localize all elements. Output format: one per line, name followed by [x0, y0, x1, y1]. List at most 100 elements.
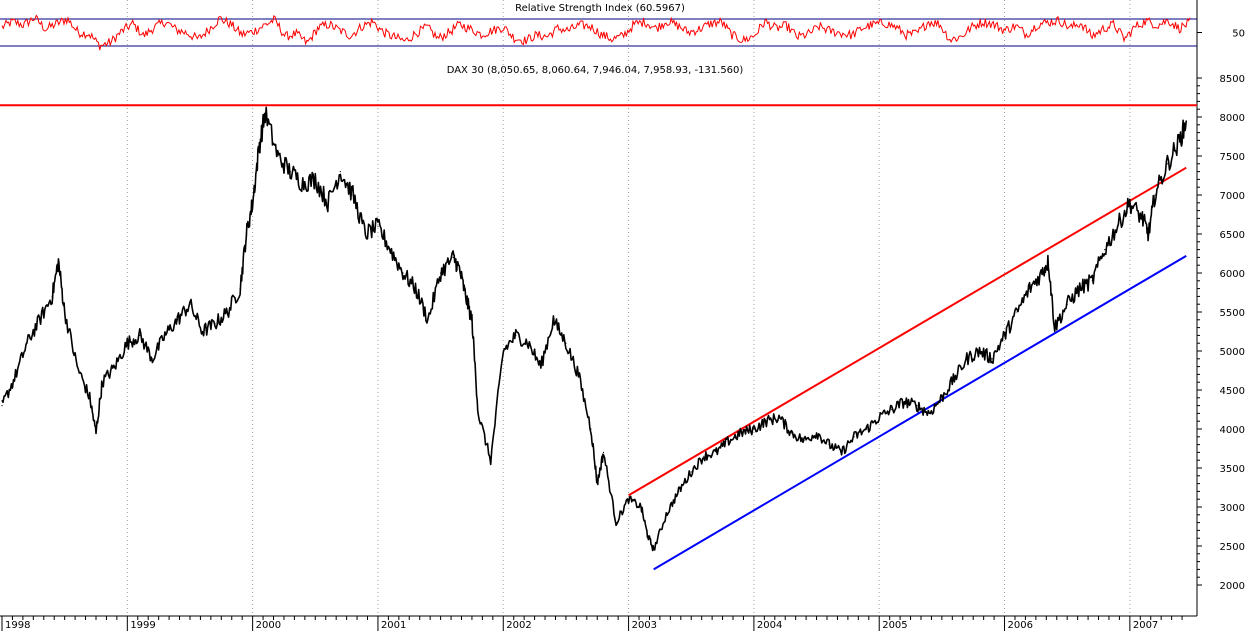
dax-data-point [1154, 194, 1156, 196]
dax-data-point [790, 432, 793, 434]
dax-data-point [258, 147, 260, 149]
price-label: 2000 [1220, 581, 1245, 592]
dax-data-point [189, 303, 191, 305]
dax-data-point [1166, 163, 1169, 165]
dax-data-point [57, 260, 59, 262]
dax-data-point [1185, 120, 1187, 122]
dax-data-point [176, 319, 179, 321]
dax-data-point [201, 330, 204, 333]
dax-data-point [327, 202, 329, 204]
dax-data-point [76, 366, 78, 368]
dax-data-point [653, 549, 655, 551]
dax-data-point [1028, 288, 1031, 290]
dax-data-point [352, 194, 354, 196]
dax-data-point [728, 440, 730, 442]
dax-data-point [226, 311, 229, 313]
dax-data-point [1, 405, 3, 407]
dax-data-point [414, 288, 417, 290]
dax-data-point [26, 342, 28, 344]
dax-data-point [841, 451, 843, 453]
dax-title: DAX 30 (8,050.65, 8,060.64, 7,946.04, 7,… [447, 65, 744, 76]
rsi-label: 50 [1232, 29, 1245, 40]
price-panel [1, 106, 1187, 552]
year-label: 2006 [1008, 620, 1033, 631]
dax-data-point [402, 272, 404, 274]
dax-data-point [477, 412, 479, 414]
dax-data-point [966, 358, 968, 360]
dax-data-point [1003, 334, 1006, 336]
dax-data-point [627, 498, 630, 500]
support-trend-line [653, 254, 1187, 571]
dax-data-point [991, 358, 993, 360]
year-label: 2002 [506, 620, 531, 631]
dax-data-point [471, 319, 473, 321]
price-label: 7000 [1220, 191, 1245, 202]
dax-price-line [1, 106, 1187, 552]
dax-data-point [565, 342, 567, 344]
resistance-trend-line [628, 166, 1187, 497]
dax-data-point [602, 451, 605, 453]
dax-data-point [665, 514, 667, 516]
dax-data-point [596, 483, 598, 485]
grid [126, 0, 1131, 616]
trend-lines [0, 104, 1197, 571]
dax-data-point [1016, 311, 1018, 313]
rsi-line [1, 14, 1191, 51]
dax-data-point [978, 350, 981, 352]
dax-data-point [527, 342, 529, 344]
dax-data-point [38, 319, 41, 321]
year-label: 2007 [1133, 620, 1158, 631]
dax-data-point [440, 272, 442, 274]
dax-data-point [490, 459, 492, 461]
dax-data-point [853, 436, 855, 438]
dax-data-point [646, 533, 648, 535]
price-label: 5500 [1220, 308, 1245, 319]
dax-data-point [690, 471, 692, 473]
dax-data-point [289, 171, 291, 173]
dax-data-point [114, 366, 116, 368]
rsi-panel [0, 14, 1197, 51]
dax-data-point [214, 323, 216, 325]
price-label: 6000 [1220, 269, 1245, 280]
dax-data-point [916, 405, 918, 407]
dax-data-point [364, 233, 367, 235]
dax-data-point [941, 397, 943, 399]
dax-data-point [465, 295, 467, 297]
dax-data-point [953, 377, 956, 379]
dax-data-point [715, 451, 717, 453]
dax-data-point [1066, 303, 1068, 305]
dax-data-point [552, 319, 554, 321]
dax-data-point [1104, 249, 1106, 251]
dax-data-point [866, 428, 868, 430]
dax-data-point [51, 295, 53, 297]
year-label: 1998 [5, 620, 30, 631]
dax-data-point [590, 428, 592, 430]
dax-data-point [95, 432, 97, 434]
dax-data-point [502, 350, 504, 352]
dax-data-point [577, 373, 580, 375]
dax-data-point [878, 416, 880, 418]
price-label: 4500 [1220, 386, 1245, 397]
dax-data-point [1116, 225, 1118, 227]
dax-data-point [903, 401, 905, 403]
dax-data-point [740, 432, 742, 434]
dax-data-point [13, 377, 16, 379]
dax-data-point [803, 440, 805, 442]
dax-data-point [101, 381, 103, 383]
dax-data-point [126, 342, 128, 344]
year-label: 2003 [632, 620, 657, 631]
dax-data-point [427, 319, 429, 321]
dax-data-point [928, 412, 930, 414]
rsi-title: Relative Strength Index (60.5967) [515, 3, 685, 14]
dax-data-point [164, 334, 166, 336]
dax-data-point [64, 311, 66, 313]
dax-data-point [815, 432, 818, 434]
price-label: 3500 [1220, 464, 1245, 475]
dax-data-point [1041, 272, 1043, 274]
dax-data-point [89, 397, 91, 399]
dax-data-point [678, 490, 680, 492]
dax-data-point [703, 455, 705, 457]
dax-data-point [1091, 280, 1093, 282]
price-label: 5000 [1220, 347, 1245, 358]
dax-data-point [828, 444, 830, 446]
